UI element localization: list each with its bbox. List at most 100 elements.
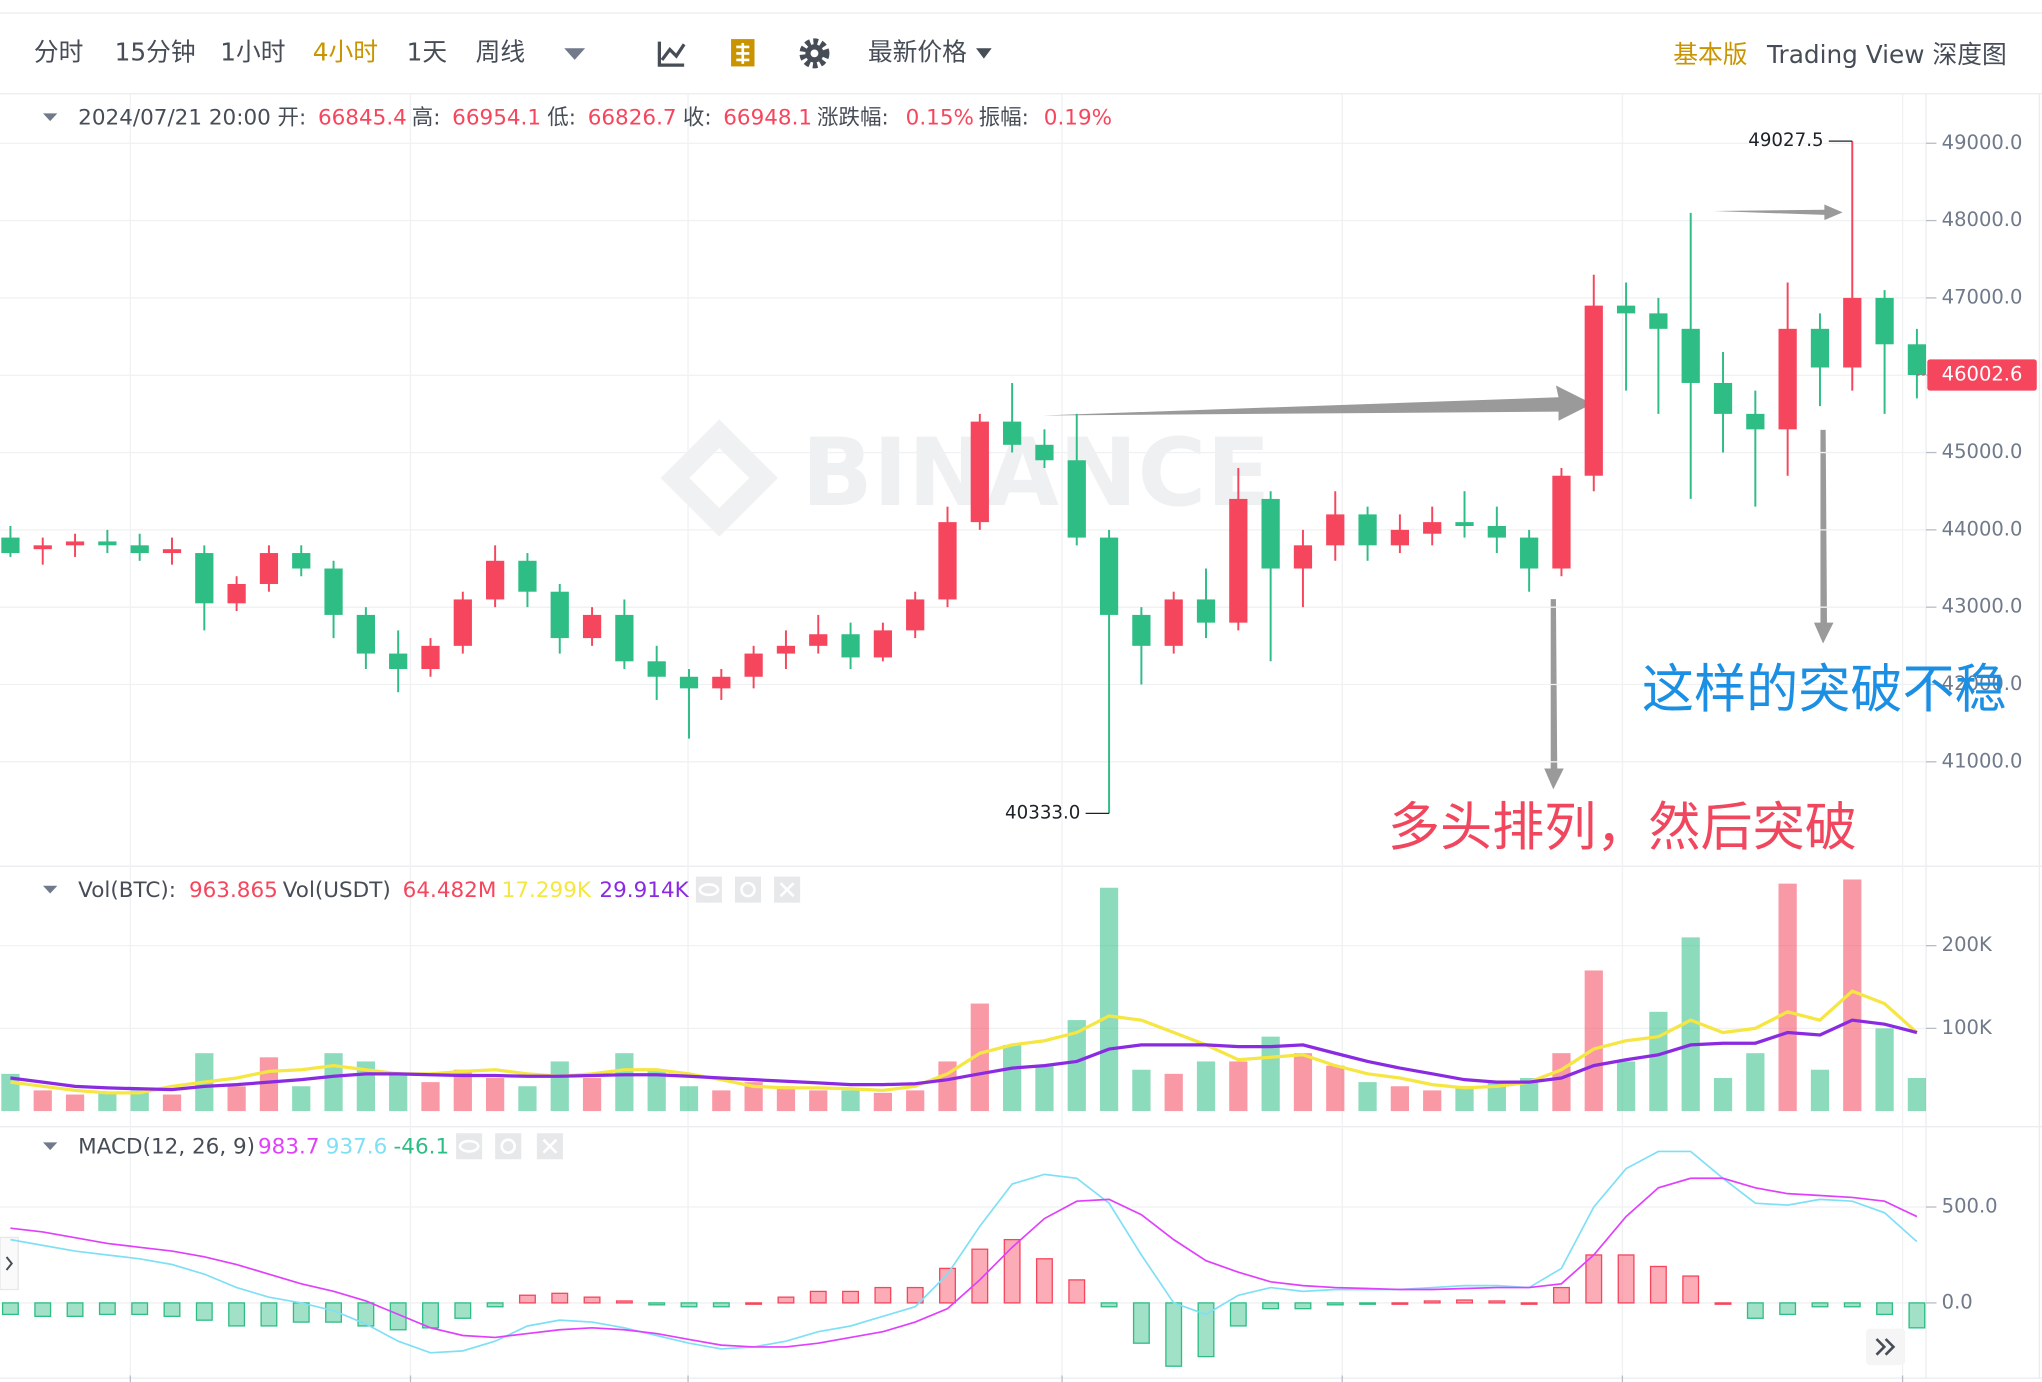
volume-bar: [1616, 1061, 1636, 1112]
volume-bar: [970, 1003, 989, 1112]
price-menu-arrow[interactable]: [976, 48, 992, 59]
volume-bar: [162, 1094, 182, 1112]
indicator-title: MACD(12, 26, 9): [78, 1135, 255, 1160]
volume-bar: [1390, 1086, 1410, 1112]
candle-body: [195, 553, 214, 604]
candle-body: [1616, 305, 1636, 314]
view-tab[interactable]: 基本版: [1673, 40, 1747, 69]
indicator-control-glyphs: [458, 881, 795, 1155]
volume-bar: [1326, 1065, 1345, 1112]
more-intervals[interactable]: [564, 48, 586, 60]
y-tick-label: 44000.0: [1942, 517, 2023, 540]
info-label: 收:: [683, 106, 712, 131]
macd-bar: [745, 1302, 763, 1305]
candle-body: [1584, 305, 1603, 476]
candle-body: [1326, 514, 1345, 546]
macd-bar: [551, 1292, 569, 1304]
volume-bar: [1229, 1061, 1248, 1112]
macd-bar: [1520, 1302, 1538, 1305]
volume-bar: [1261, 1036, 1280, 1112]
legend-value: 963.865: [189, 878, 278, 903]
macd-bar: [195, 1302, 213, 1321]
candle-body: [1520, 537, 1539, 569]
candle-body: [356, 614, 375, 654]
interval-tab[interactable]: 分时: [34, 37, 84, 66]
candle-body: [1681, 328, 1700, 383]
candle-body: [389, 653, 408, 670]
candle-body: [1907, 344, 1927, 376]
macd-bar: [422, 1302, 439, 1329]
macd-bar: [712, 1302, 730, 1308]
candle-body: [1843, 297, 1862, 368]
side-toggle[interactable]: [0, 1236, 19, 1291]
annotation: 多头排列，然后突破: [1388, 798, 1857, 858]
volume-bar: [647, 1069, 666, 1112]
macd-bar: [648, 1302, 666, 1306]
macd-bar: [1132, 1302, 1150, 1344]
volume-bar: [615, 1053, 634, 1112]
volume-bar: [1713, 1077, 1733, 1112]
scroll-to-latest[interactable]: [1866, 1328, 1906, 1366]
volume-bar: [1843, 879, 1862, 1112]
settings-icon[interactable]: [799, 38, 830, 69]
interval-tab[interactable]: 15分钟: [115, 37, 196, 66]
candle-body: [744, 653, 763, 677]
interval-tab[interactable]: 1天: [407, 37, 448, 66]
layout-icon[interactable]: [731, 39, 755, 67]
macd-bar: [389, 1302, 407, 1331]
y-tick-label: 42000.0: [1942, 672, 2023, 695]
volume-bar: [1293, 1053, 1313, 1112]
price-menu[interactable]: 最新价格: [868, 37, 967, 66]
candle-body: [65, 541, 85, 546]
collapse-toggle[interactable]: [43, 1142, 58, 1151]
watermark-logo: [660, 419, 778, 537]
candle-body: [550, 591, 569, 639]
candle-body: [1132, 614, 1151, 646]
candle-body: [906, 599, 925, 631]
macd-bar: [66, 1302, 84, 1317]
macd-bar: [583, 1296, 601, 1304]
interval-tab[interactable]: 4小时: [313, 37, 378, 66]
macd-bar: [1, 1302, 19, 1316]
annotation-arrows: [1042, 204, 1843, 790]
interval-tab[interactable]: 1小时: [220, 37, 285, 66]
interval-tab[interactable]: 周线: [476, 37, 526, 66]
macd-bar: [1488, 1300, 1506, 1304]
volume-bar: [1552, 1053, 1571, 1112]
volume-bar: [518, 1086, 537, 1112]
candle-body: [1875, 297, 1894, 345]
volume-bar: [873, 1092, 893, 1112]
y-tick-label: 49000.0: [1942, 131, 2023, 154]
candle-body: [1713, 382, 1733, 414]
candle-body: [1423, 522, 1442, 534]
view-tab[interactable]: 深度图: [1933, 40, 2007, 69]
macd-bar: [1423, 1300, 1441, 1304]
last-price: 46002.6: [1942, 363, 2023, 386]
candle-body: [1, 537, 20, 554]
candle-body: [1293, 545, 1313, 569]
volume-bar: [1520, 1077, 1539, 1112]
legend-label: Vol(USDT): [283, 878, 391, 903]
info-label: 涨跌幅:: [817, 106, 889, 131]
macd-bar: [1908, 1302, 1926, 1329]
collapse-toggle[interactable]: [43, 885, 58, 894]
macd-bar: [1714, 1302, 1732, 1305]
collapse-toggle[interactable]: [43, 113, 58, 122]
candle-body: [1390, 529, 1410, 546]
candle-body: [162, 549, 182, 554]
macd-bar: [1746, 1302, 1764, 1319]
indicator-icon[interactable]: [657, 41, 686, 67]
candle-body: [453, 599, 472, 646]
volume-bar: [421, 1082, 440, 1112]
volume-bar: [1487, 1082, 1506, 1112]
legend-label: Vol(BTC):: [78, 878, 176, 903]
view-tab[interactable]: Trading View: [1766, 40, 1924, 69]
volume-bar: [712, 1090, 731, 1112]
macd-bar: [615, 1300, 633, 1304]
macd-bar: [874, 1286, 892, 1304]
macd-bar: [1326, 1302, 1344, 1306]
macd-bar: [486, 1302, 504, 1308]
macd-bar: [260, 1302, 278, 1327]
candle-body: [1261, 498, 1280, 569]
